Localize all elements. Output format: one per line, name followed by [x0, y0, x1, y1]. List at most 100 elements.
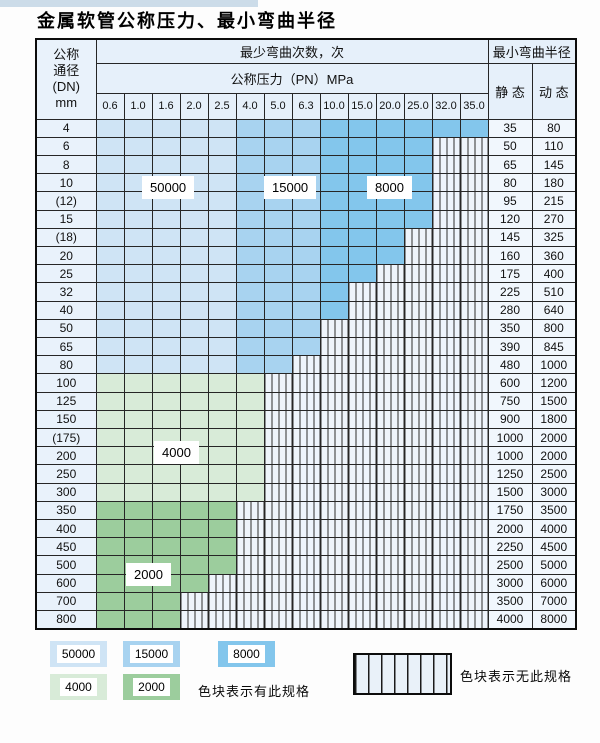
no-spec-cell [403, 373, 433, 393]
no-spec-cell [431, 609, 461, 630]
dynamic-radius-cell: 215 [531, 191, 577, 211]
spec-cell [207, 300, 237, 320]
no-spec-cell [347, 391, 377, 411]
no-spec-cell [431, 446, 461, 466]
no-spec-cell [403, 264, 433, 284]
pressure-col-header: 6.3 [291, 92, 321, 120]
spec-cell [207, 191, 237, 211]
no-spec-cell [375, 573, 405, 593]
dynamic-radius-cell: 3000 [531, 482, 577, 502]
pressure-col-header: 1.0 [123, 92, 153, 120]
dn-cell: 150 [35, 409, 97, 429]
spec-cell [235, 154, 265, 175]
spec-cell [207, 391, 237, 411]
no-spec-cell [403, 318, 433, 338]
no-spec-cell [459, 409, 489, 429]
static-radius-cell: 350 [487, 318, 533, 338]
spec-cell [179, 464, 209, 484]
legend-swatch-label: 8000 [228, 645, 265, 663]
static-radius-cell: 900 [487, 409, 533, 429]
scan-artifact-strip [0, 0, 258, 7]
dynamic-radius-cell: 1800 [531, 409, 577, 429]
no-spec-cell [347, 355, 377, 375]
spec-cell [95, 518, 125, 539]
table-row: 300 1500 3000 [35, 482, 577, 502]
spec-cell [347, 264, 377, 284]
no-spec-cell [431, 573, 461, 593]
no-spec-cell [375, 500, 405, 520]
spec-cell [95, 282, 125, 302]
table-row: 400 2000 4000 [35, 518, 577, 539]
no-spec-cell [375, 609, 405, 630]
spec-cell [179, 573, 209, 593]
no-spec-cell [459, 427, 489, 448]
no-spec-cell [291, 555, 321, 575]
static-radius-cell: 160 [487, 245, 533, 266]
no-spec-cell [347, 318, 377, 338]
spec-cell [235, 282, 265, 302]
dn-cell: 450 [35, 537, 97, 557]
no-spec-cell [459, 300, 489, 320]
no-spec-cell [403, 282, 433, 302]
dynamic-radius-cell: 8000 [531, 609, 577, 630]
spec-cell [179, 336, 209, 357]
dn-cell: 6 [35, 136, 97, 156]
spec-cell [263, 245, 293, 266]
dn-column-header: 公称 通径 (DN) mm [35, 38, 97, 120]
no-spec-cell [291, 446, 321, 466]
spec-cell [151, 245, 181, 266]
dynamic-radius-cell: 1500 [531, 391, 577, 411]
legend-swatch-label: 4000 [60, 678, 97, 696]
spec-cell [123, 209, 153, 229]
spec-cell [151, 518, 181, 539]
spec-cell [207, 118, 237, 138]
spec-cell [123, 282, 153, 302]
spec-cell [319, 118, 349, 138]
spec-cell [151, 118, 181, 138]
no-spec-cell [459, 446, 489, 466]
no-spec-cell [403, 482, 433, 502]
table-row: 80 480 1000 [35, 355, 577, 375]
no-spec-cell [207, 573, 237, 593]
spec-cell [123, 500, 153, 520]
dynamic-radius-cell: 270 [531, 209, 577, 229]
spec-cell [403, 118, 433, 138]
dynamic-radius-cell: 7000 [531, 591, 577, 611]
pressure-col-header: 35.0 [459, 92, 489, 120]
dynamic-radius-cell: 4000 [531, 518, 577, 539]
no-spec-cell [319, 500, 349, 520]
no-spec-cell [459, 609, 489, 630]
spec-cell [207, 409, 237, 429]
dynamic-radius-cell: 5000 [531, 555, 577, 575]
spec-cell [263, 336, 293, 357]
no-spec-cell [319, 464, 349, 484]
spec-cell [151, 537, 181, 557]
dynamic-radius-cell: 145 [531, 154, 577, 175]
static-radius-cell: 280 [487, 300, 533, 320]
dynamic-radius-cell: 325 [531, 227, 577, 247]
dn-cell: 600 [35, 573, 97, 593]
spec-cell [179, 518, 209, 539]
static-radius-cell: 1250 [487, 464, 533, 484]
no-spec-cell [431, 409, 461, 429]
pressure-col-header: 1.6 [151, 92, 181, 120]
dynamic-radius-cell: 80 [531, 118, 577, 138]
static-radius-cell: 2000 [487, 518, 533, 539]
spec-cell [179, 537, 209, 557]
no-spec-cell [319, 355, 349, 375]
no-spec-cell [319, 318, 349, 338]
spec-cell [123, 336, 153, 357]
spec-cell [179, 209, 209, 229]
pressure-col-header: 32.0 [431, 92, 461, 120]
spec-cell [319, 300, 349, 320]
static-radius-cell: 145 [487, 227, 533, 247]
spec-cell [291, 282, 321, 302]
spec-cell [235, 409, 265, 429]
dn-cell: 100 [35, 373, 97, 393]
no-spec-cell [375, 355, 405, 375]
no-spec-cell [263, 609, 293, 630]
spec-cell [319, 191, 349, 211]
no-spec-cell [263, 464, 293, 484]
table-row: (18) 145 325 [35, 227, 577, 247]
no-spec-cell [375, 282, 405, 302]
